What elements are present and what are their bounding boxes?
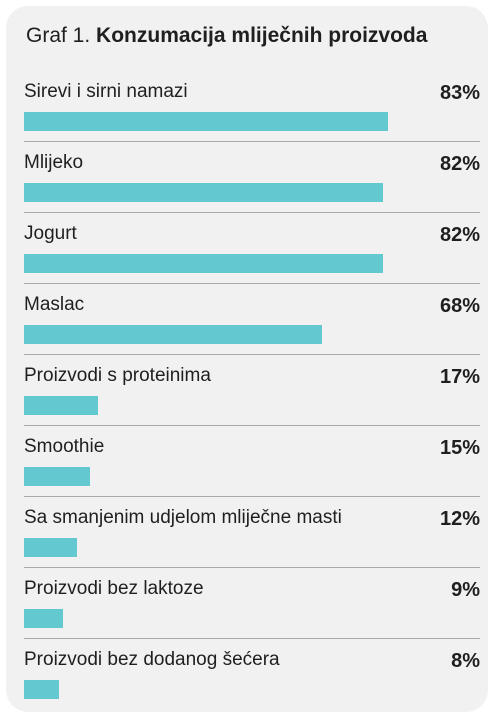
bar-category-label: Mlijeko <box>24 152 84 173</box>
bar-row: Mlijeko 82% <box>24 142 480 213</box>
row-divider <box>24 212 480 213</box>
bar-category-label: Proizvodi bez laktoze <box>24 578 204 599</box>
bar-value-label: 12% <box>439 508 480 530</box>
bar-value-label: 15% <box>439 437 480 459</box>
bar <box>24 254 383 273</box>
bar-track <box>24 680 462 699</box>
chart-title-main: Konzumacija mliječnih proizvoda <box>96 24 428 47</box>
row-divider <box>24 496 480 497</box>
bar-category-label: Proizvodi bez dodanog šećera <box>24 649 280 670</box>
bar <box>24 396 98 415</box>
bar-category-label: Jogurt <box>24 223 77 244</box>
bar <box>24 538 77 557</box>
bar-value-label: 82% <box>439 153 480 175</box>
chart-card: Graf 1. Konzumacija mliječnih proizvoda … <box>6 6 488 712</box>
bar-category-label: Sirevi i sirni namazi <box>24 81 188 102</box>
bar-row: Proizvodi s proteinima 17% <box>24 355 480 426</box>
bar-track <box>24 254 462 273</box>
bar-track <box>24 609 462 628</box>
bar-row: Maslac 68% <box>24 284 480 355</box>
row-divider <box>24 283 480 284</box>
row-divider <box>24 567 480 568</box>
row-divider <box>24 425 480 426</box>
bar-row: Sa smanjenim udjelom mliječne masti 12% <box>24 497 480 568</box>
bar <box>24 467 90 486</box>
bar-value-label: 8% <box>451 650 480 672</box>
bar-row: Smoothie 15% <box>24 426 480 497</box>
bar <box>24 325 322 344</box>
bar-row: Sirevi i sirni namazi 83% <box>24 71 480 142</box>
row-divider <box>24 354 480 355</box>
bar-category-label: Smoothie <box>24 436 105 457</box>
bar-value-label: 17% <box>439 366 480 388</box>
bar <box>24 112 388 131</box>
bar-category-label: Sa smanjenim udjelom mliječne masti <box>24 507 342 528</box>
bar-track <box>24 112 462 131</box>
bar-value-label: 9% <box>451 579 480 601</box>
bar-row: Jogurt 82% <box>24 213 480 284</box>
row-divider <box>24 638 480 639</box>
bar-row: Proizvodi bez laktoze 9% <box>24 568 480 639</box>
bar-category-label: Proizvodi s proteinima <box>24 365 211 386</box>
bar <box>24 609 63 628</box>
bar-track <box>24 538 462 557</box>
bar-value-label: 68% <box>439 295 480 317</box>
chart-title: Graf 1. Konzumacija mliječnih proizvoda <box>26 22 427 50</box>
bar-rows: Sirevi i sirni namazi 83% Mlijeko 82% Jogurt… <box>6 6 488 712</box>
bar-track <box>24 396 462 415</box>
bar <box>24 680 59 699</box>
bar-track <box>24 325 462 344</box>
bar-track <box>24 467 462 486</box>
bar-category-label: Maslac <box>24 294 85 315</box>
bar-value-label: 82% <box>439 224 480 246</box>
bar <box>24 183 383 202</box>
bar-row: Proizvodi bez dodanog šećera 8% <box>24 639 480 710</box>
row-divider <box>24 141 480 142</box>
chart-title-prefix: Graf 1. <box>26 24 91 47</box>
bar-value-label: 83% <box>439 82 480 104</box>
bar-track <box>24 183 462 202</box>
